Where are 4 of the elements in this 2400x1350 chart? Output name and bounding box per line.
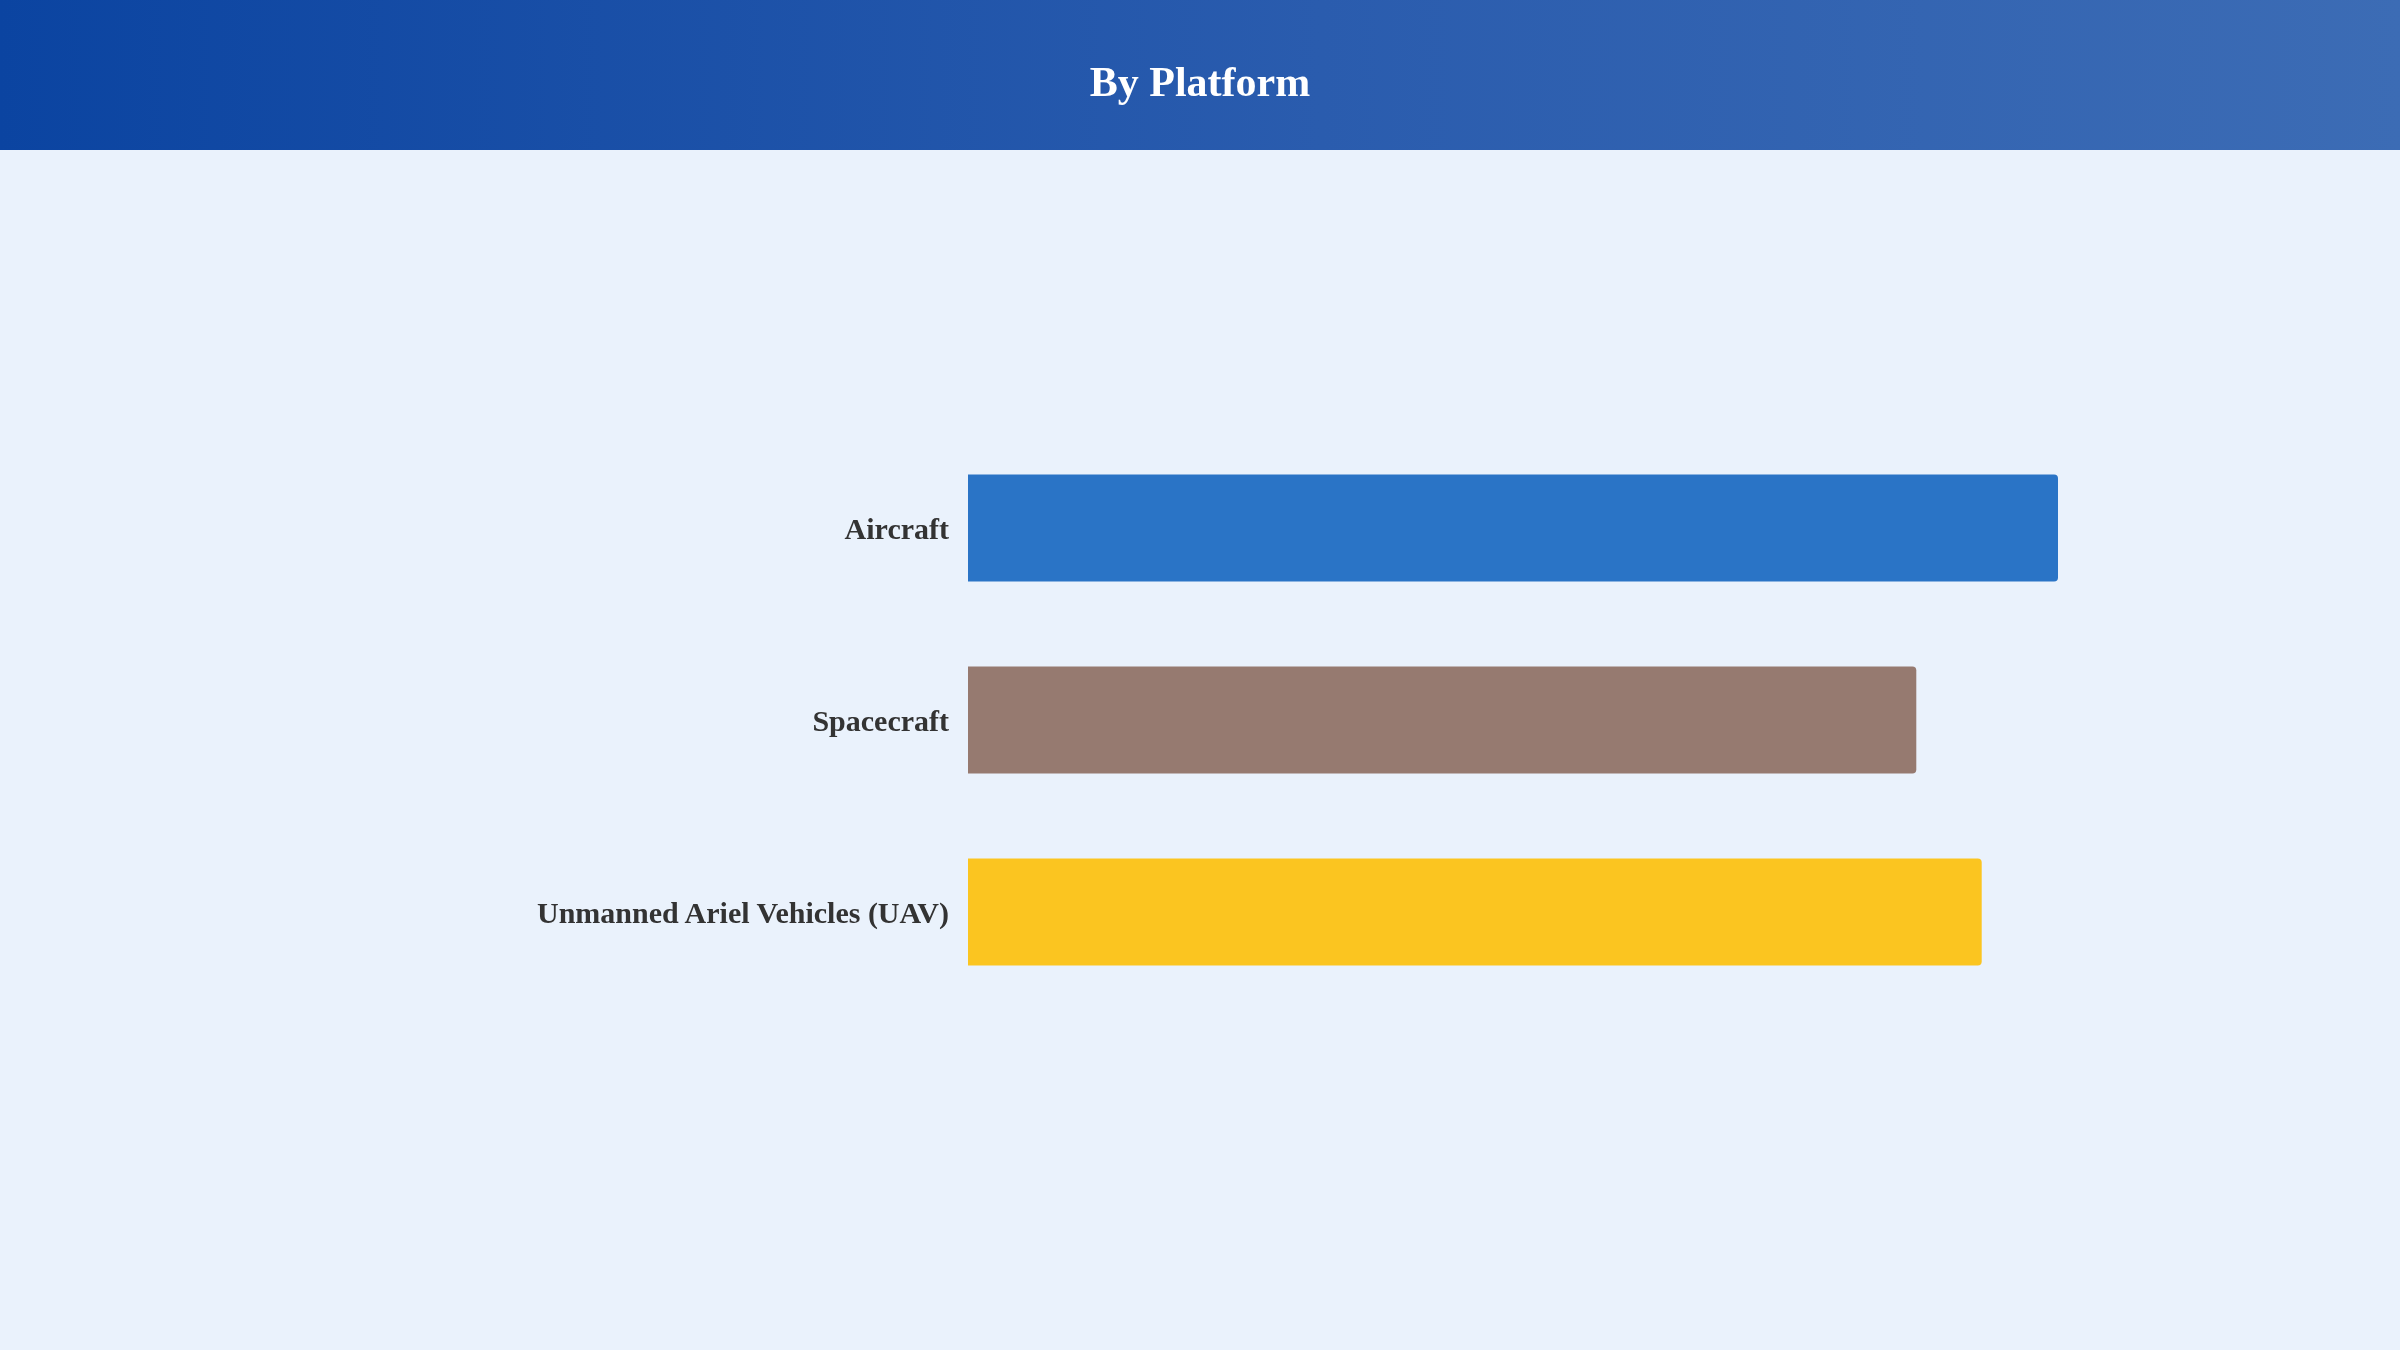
chart-title: By Platform (1089, 58, 1311, 105)
y-tick-label: Aircraft (844, 511, 949, 545)
y-tick-label: Unmanned Ariel Vehicles (UAV) (537, 895, 949, 930)
y-tick-label: Spacecraft (812, 703, 949, 737)
